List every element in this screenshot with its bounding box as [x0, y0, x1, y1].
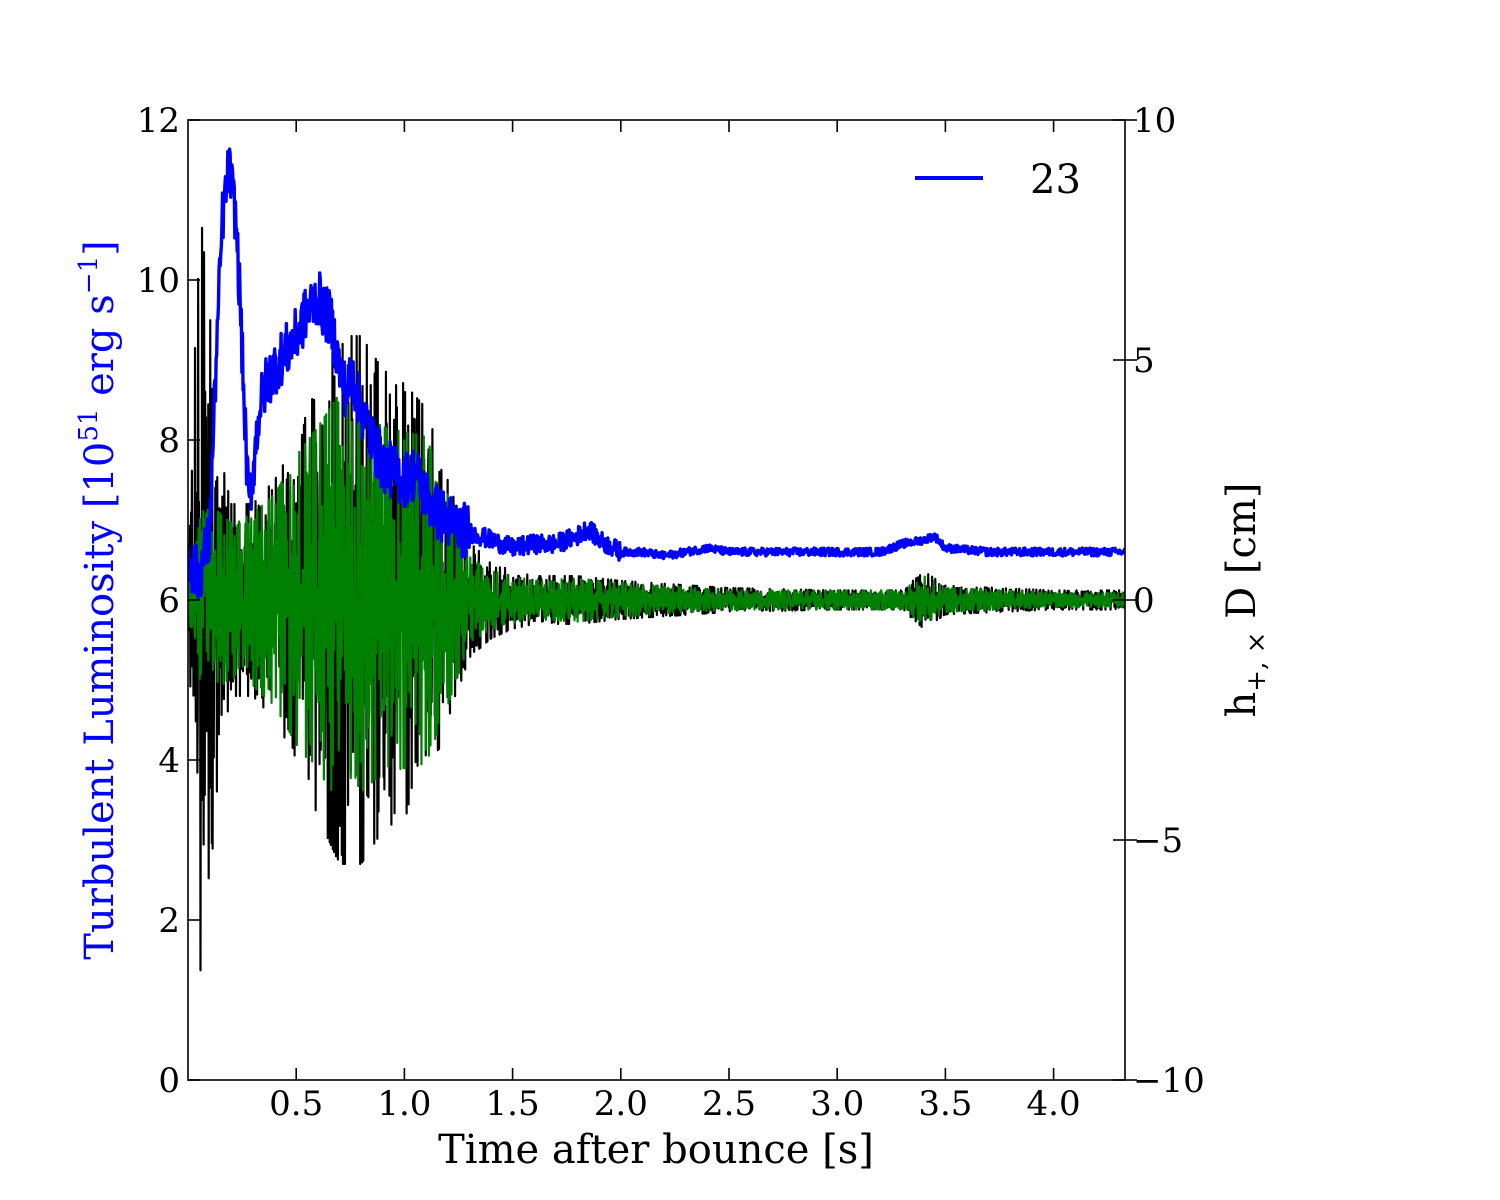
y-left-tick-label-1: 2: [158, 901, 180, 941]
left-axis-title-end: ]: [77, 240, 123, 256]
left-axis-title: Turbulent Luminosity [1051 erg s−1]: [74, 240, 123, 959]
right-axis-title-end: D [cm]: [1219, 483, 1265, 632]
y-right-tick-label-3: 5: [1133, 341, 1155, 381]
series-line-23: [188, 147, 1125, 600]
y-right-tick-label-1: −5: [1133, 821, 1183, 861]
legend: 23: [915, 157, 1081, 203]
x-tick-label-2: 1.5: [486, 1084, 540, 1124]
plot-area: [188, 147, 1125, 972]
x-tick-label-0: 0.5: [269, 1084, 323, 1124]
y-left-tick-label-4: 8: [158, 421, 180, 461]
legend-label-23: 23: [1030, 157, 1081, 203]
series-layer: [188, 147, 1125, 972]
series-line-h-cross: [188, 396, 1125, 792]
left-axis-title-mid: erg s: [77, 294, 123, 408]
y-left-tick-label-6: 12: [137, 101, 180, 141]
left-axis-title-sup: 51: [74, 409, 104, 442]
y-left-tick-label-3: 6: [158, 581, 180, 621]
x-tick-label-5: 3.0: [810, 1084, 864, 1124]
x-tick-label-6: 3.5: [918, 1084, 972, 1124]
y-left-tick-label-5: 10: [137, 261, 180, 301]
ticks-layer: 0.5 1.0 1.5 2.0 2.5 3.0 3.5 4.0 0 2 4 6 8 10 12 −10 −5 0 5…: [137, 101, 1205, 1124]
x-tick-label-7: 4.0: [1027, 1084, 1081, 1124]
x-axis-title: Time after bounce [s]: [438, 1127, 874, 1173]
left-axis-title-text: Turbulent Luminosity [10: [77, 442, 123, 960]
y-left-tick-label-2: 4: [158, 741, 180, 781]
y-right-tick-label-2: 0: [1133, 581, 1155, 621]
y-right-tick-label-4: 10: [1133, 101, 1176, 141]
right-axis-title-text: h: [1219, 692, 1265, 718]
y-left-tick-label-0: 0: [158, 1061, 180, 1101]
right-axis-title-sub: +, ×: [1242, 632, 1272, 692]
y-right-tick-label-0: −10: [1133, 1061, 1205, 1101]
left-axis-title-sup2: −1: [74, 256, 104, 294]
x-tick-label-4: 2.5: [702, 1084, 756, 1124]
x-tick-label-1: 1.0: [377, 1084, 431, 1124]
x-tick-label-3: 2.0: [594, 1084, 648, 1124]
right-axis-title: h+, × D [cm]: [1219, 483, 1272, 718]
